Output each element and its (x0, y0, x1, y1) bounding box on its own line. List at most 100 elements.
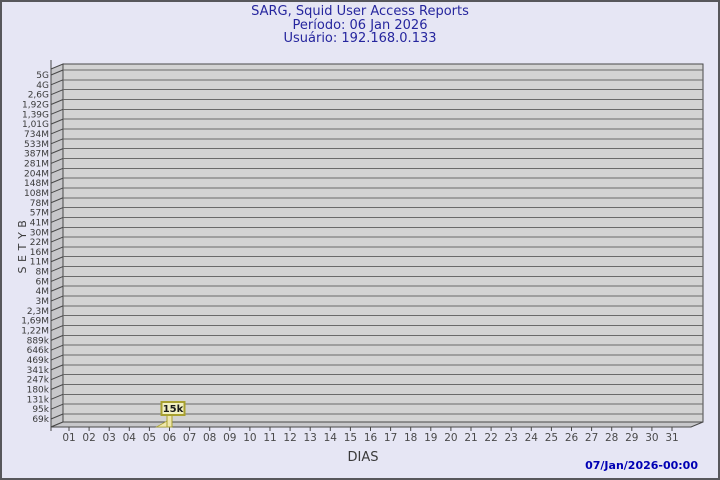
y-tick-label: 1,01G (22, 120, 49, 130)
x-tick-label: 27 (585, 432, 598, 444)
chart-subtitle-user: Usuário: 192.168.0.133 (283, 31, 437, 46)
y-tick (50, 266, 64, 273)
y-tick-label: 8M (36, 268, 50, 278)
y-tick (50, 344, 64, 351)
y-tick (50, 99, 64, 105)
y-tick-label: 3M (36, 297, 50, 307)
chart-header: SARG, Squid User Access Reports Período:… (2, 5, 718, 46)
y-axis-title-char: S (16, 266, 29, 273)
bar-value-annotation (160, 401, 186, 416)
chart-subtitle-period: Período: 06 Jan 2026 (292, 17, 428, 33)
y-tick-label: 204M (24, 169, 49, 179)
x-tick-label: 05 (143, 432, 156, 444)
y-tick-label: 533M (24, 140, 49, 150)
y-tick (50, 295, 64, 302)
y-tick-label: 889k (27, 336, 50, 346)
y-axis-title-char: B (16, 220, 29, 228)
x-tick-label: 25 (545, 432, 558, 444)
y-tick-label: 4M (36, 287, 50, 297)
y-tick (50, 325, 64, 332)
x-tick-label: 30 (645, 432, 658, 444)
x-tick-label: 24 (525, 432, 539, 444)
x-tick-label: 11 (263, 432, 276, 444)
y-tick (50, 236, 64, 243)
x-tick-label: 19 (424, 432, 437, 444)
generated-timestamp: 07/Jan/2026-00:00 (585, 459, 698, 472)
y-tick (50, 108, 64, 115)
x-tick-label: 28 (605, 432, 618, 444)
x-tick-label: 31 (665, 432, 678, 444)
x-tick-label: 04 (123, 432, 137, 444)
x-tick-label: 09 (223, 432, 236, 444)
y-tick (50, 197, 64, 204)
y-tick-label: 57M (30, 209, 49, 219)
y-tick (50, 69, 64, 76)
y-tick-label: 1,69M (21, 317, 49, 327)
y-tick (50, 403, 64, 410)
x-tick-label: 26 (565, 432, 579, 444)
x-tick-label: 20 (444, 432, 457, 444)
x-tick-label: 16 (364, 432, 378, 444)
y-tick (50, 79, 64, 86)
x-tick-label: 29 (625, 432, 638, 444)
bar (166, 414, 173, 428)
y-tick (50, 157, 64, 164)
y-tick-label: 247k (27, 376, 50, 386)
y-axis-title-char: E (16, 255, 29, 262)
y-tick-label: 41M (30, 218, 49, 228)
y-tick (50, 374, 64, 381)
y-tick-label: 1,39G (22, 110, 49, 120)
x-tick-label: 23 (505, 432, 518, 444)
y-tick (50, 226, 64, 233)
y-tick-label: 646k (27, 346, 50, 356)
y-tick (50, 177, 64, 184)
x-tick-label: 08 (203, 432, 216, 444)
x-tick-label: 18 (404, 432, 417, 444)
y-tick (50, 138, 64, 145)
y-tick-label: 2,3M (27, 307, 49, 317)
y-tick-label: 469k (27, 356, 50, 366)
y-tick (50, 315, 64, 322)
y-tick (50, 334, 64, 341)
y-tick-label: 16M (30, 248, 49, 258)
y-tick-label: 180k (27, 386, 50, 396)
y-tick (50, 167, 64, 174)
y-tick-label: 6M (36, 277, 50, 287)
y-tick (50, 285, 64, 292)
y-tick-label: 5G (36, 71, 49, 81)
x-tick-label: 21 (464, 432, 477, 444)
y-tick (50, 393, 64, 400)
y-tick-label: 11M (30, 258, 49, 268)
x-tick-label: 12 (283, 432, 296, 444)
bar-value-label: 15k (163, 404, 184, 415)
plot-area (62, 63, 704, 423)
x-tick-label: 03 (103, 432, 116, 444)
y-tick-label: 78M (30, 199, 49, 209)
y-tick (50, 118, 64, 125)
x-tick-label: 17 (384, 432, 397, 444)
x-tick-label: 06 (163, 432, 177, 444)
y-tick-label: 108M (24, 189, 49, 199)
y-tick-label: 2,6G (28, 91, 49, 101)
y-tick-label: 387M (24, 150, 49, 160)
left-wall (50, 63, 64, 428)
y-tick-label: 30M (30, 228, 49, 238)
chart-title: SARG, Squid User Access Reports (251, 4, 469, 19)
y-tick (50, 207, 64, 214)
y-tick (50, 384, 64, 390)
y-axis-title-char: Y (16, 232, 29, 240)
x-tick-label: 22 (484, 432, 497, 444)
y-tick-label: 1,92G (22, 100, 49, 110)
y-tick (50, 354, 64, 361)
y-tick-label: 131k (27, 395, 50, 405)
y-tick-label: 148M (24, 179, 49, 189)
x-tick-label: 14 (324, 432, 338, 444)
y-tick (50, 305, 64, 312)
x-tick-label: 13 (304, 432, 317, 444)
y-tick-label: 95k (32, 405, 49, 415)
y-tick-label: 4G (36, 81, 49, 91)
x-tick-label: 01 (62, 432, 75, 444)
y-tick (50, 216, 64, 223)
y-tick (50, 89, 64, 96)
